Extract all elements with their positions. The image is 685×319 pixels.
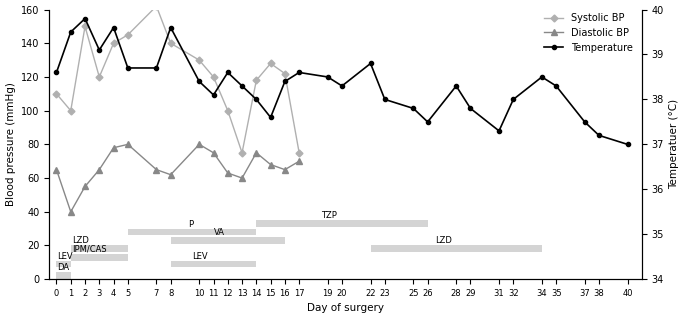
Diastolic BP <box>124 143 132 146</box>
Temperature <box>323 75 332 79</box>
Temperature <box>210 93 218 97</box>
Text: DA: DA <box>57 263 69 272</box>
Systolic BP <box>110 41 118 45</box>
Diastolic BP <box>152 168 160 172</box>
Temperature <box>509 98 517 101</box>
Diastolic BP <box>166 173 175 177</box>
Temperature <box>452 84 460 88</box>
Line: Systolic BP: Systolic BP <box>54 4 301 155</box>
Systolic BP <box>124 33 132 37</box>
Temperature <box>552 84 560 88</box>
Line: Temperature: Temperature <box>54 17 630 146</box>
Temperature <box>195 79 203 83</box>
Temperature <box>152 66 160 70</box>
Text: LZD: LZD <box>72 236 89 245</box>
Temperature <box>295 70 303 74</box>
Temperature <box>66 30 75 34</box>
Systolic BP <box>81 25 89 28</box>
Temperature <box>266 115 275 119</box>
Temperature <box>110 26 118 29</box>
Temperature <box>81 17 89 20</box>
Temperature <box>124 66 132 70</box>
Temperature <box>595 133 603 137</box>
Text: LEV: LEV <box>57 252 73 261</box>
Temperature <box>281 79 289 83</box>
Bar <box>171 261 256 267</box>
Temperature <box>366 62 375 65</box>
Temperature <box>166 26 175 29</box>
Systolic BP <box>295 151 303 155</box>
Diastolic BP <box>210 151 218 155</box>
Systolic BP <box>210 75 218 79</box>
Systolic BP <box>52 92 60 96</box>
Bar <box>171 237 285 244</box>
Systolic BP <box>66 109 75 113</box>
Diastolic BP <box>195 143 203 146</box>
Diastolic BP <box>266 163 275 167</box>
Systolic BP <box>224 109 232 113</box>
Temperature <box>224 70 232 74</box>
Y-axis label: Temperatuer (°C): Temperatuer (°C) <box>669 99 680 189</box>
X-axis label: Day of surgery: Day of surgery <box>307 303 384 314</box>
Temperature <box>581 120 589 124</box>
Diastolic BP <box>295 159 303 163</box>
Text: IPM/CAS: IPM/CAS <box>72 245 107 254</box>
Temperature <box>538 75 546 79</box>
Systolic BP <box>152 4 160 8</box>
Temperature <box>238 84 246 88</box>
Systolic BP <box>195 58 203 62</box>
Bar <box>56 272 71 279</box>
Text: VA: VA <box>214 228 225 237</box>
Bar <box>256 220 427 227</box>
Bar <box>128 229 256 235</box>
Temperature <box>52 70 60 74</box>
Temperature <box>423 120 432 124</box>
Diastolic BP <box>281 168 289 172</box>
Systolic BP <box>281 72 289 76</box>
Temperature <box>381 98 389 101</box>
Temperature <box>252 98 260 101</box>
Text: P: P <box>188 219 193 229</box>
Systolic BP <box>95 75 103 79</box>
Temperature <box>95 48 103 52</box>
Systolic BP <box>252 78 260 82</box>
Bar <box>56 261 71 267</box>
Systolic BP <box>266 62 275 65</box>
Text: LZD: LZD <box>435 236 451 245</box>
Temperature <box>338 84 346 88</box>
Diastolic BP <box>224 171 232 175</box>
Legend: Systolic BP, Diastolic BP, Temperature: Systolic BP, Diastolic BP, Temperature <box>540 9 637 56</box>
Text: LEV: LEV <box>192 252 208 261</box>
Text: TZP: TZP <box>321 211 336 220</box>
Line: Diastolic BP: Diastolic BP <box>53 142 302 215</box>
Diastolic BP <box>95 168 103 172</box>
Diastolic BP <box>110 146 118 150</box>
Diastolic BP <box>52 168 60 172</box>
Temperature <box>409 107 417 110</box>
Bar <box>371 245 542 252</box>
Systolic BP <box>166 41 175 45</box>
Y-axis label: Blood pressure (mmHg): Blood pressure (mmHg) <box>5 82 16 206</box>
Temperature <box>466 107 475 110</box>
Diastolic BP <box>238 176 246 180</box>
Diastolic BP <box>252 151 260 155</box>
Diastolic BP <box>66 210 75 214</box>
Temperature <box>623 143 632 146</box>
Temperature <box>495 129 503 133</box>
Diastolic BP <box>81 185 89 189</box>
Bar <box>71 254 128 261</box>
Systolic BP <box>238 151 246 155</box>
Bar <box>71 245 128 252</box>
